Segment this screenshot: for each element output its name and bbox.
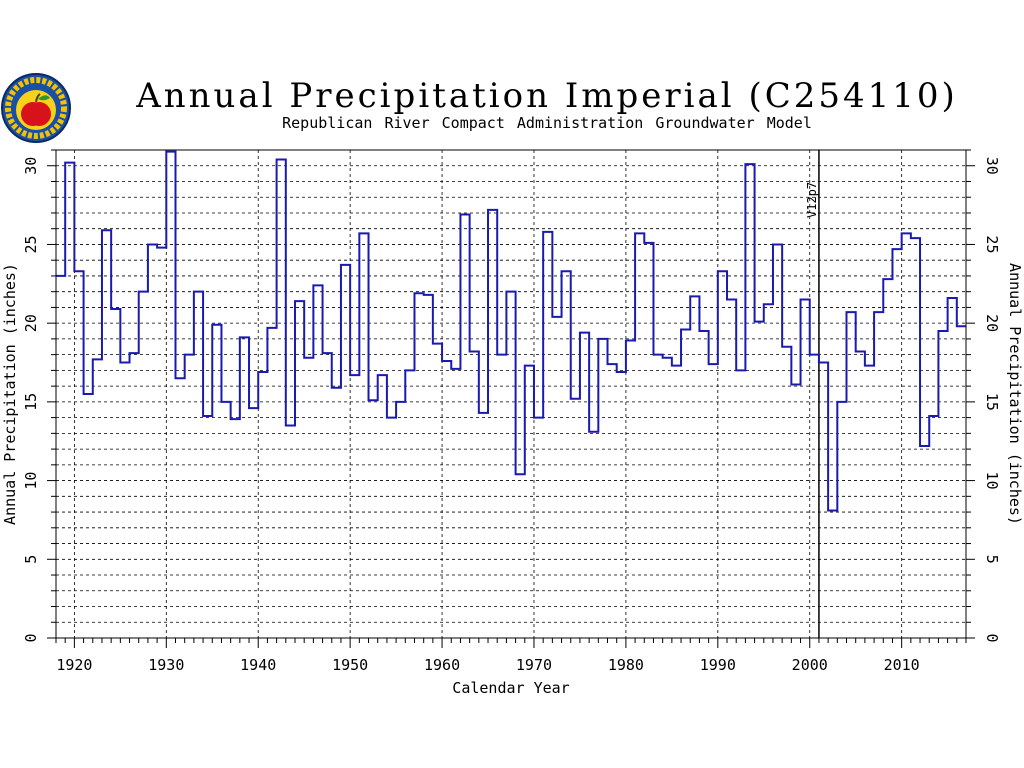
y-tick-label-left: 15 xyxy=(22,393,40,411)
tick-labels: 0 0 5 5 10 10 15 15 20 20 25 25 30 30 1920 1930 1940 1950… xyxy=(22,157,1001,674)
annotation-label: V12p7 xyxy=(805,182,819,218)
y-tick-label-right: 10 xyxy=(983,472,1001,490)
plot-frame xyxy=(55,149,967,639)
y-tick-label-right: 5 xyxy=(983,555,1001,564)
x-tick-label: 1950 xyxy=(332,656,368,674)
x-tick-label: 2000 xyxy=(792,656,828,674)
x-tick-label: 2010 xyxy=(884,656,920,674)
x-tick-label: 1930 xyxy=(148,656,184,674)
y-tick-label-right: 0 xyxy=(983,633,1001,642)
y-tick-label-right: 30 xyxy=(983,157,1001,175)
x-tick-label: 1960 xyxy=(424,656,460,674)
chart-title: Annual Precipitation Imperial (C254110) xyxy=(136,76,958,116)
axis-ticks xyxy=(47,149,975,648)
y-axis-label-left: Annual Precipitation (inches) xyxy=(1,263,19,525)
grid-lines xyxy=(56,150,966,638)
x-axis-label: Calendar Year xyxy=(452,679,569,697)
y-tick-label-right: 20 xyxy=(983,314,1001,332)
x-tick-label: 1940 xyxy=(240,656,276,674)
y-tick-label-right: 15 xyxy=(983,393,1001,411)
y-tick-label-left: 0 xyxy=(22,633,40,642)
chart-subtitle: Republican River Compact Administration … xyxy=(282,114,812,132)
y-tick-label-left: 20 xyxy=(22,314,40,332)
x-tick-label: 1980 xyxy=(608,656,644,674)
y-axis-label-right: Annual Precipitation (inches) xyxy=(1006,263,1024,525)
y-tick-label-right: 25 xyxy=(983,235,1001,253)
logo-seal xyxy=(1,73,71,143)
x-tick-label: 1920 xyxy=(56,656,92,674)
y-tick-label-left: 10 xyxy=(22,472,40,490)
x-tick-label: 1970 xyxy=(516,656,552,674)
y-tick-label-left: 5 xyxy=(22,555,40,564)
y-tick-label-left: 30 xyxy=(22,157,40,175)
y-tick-label-left: 25 xyxy=(22,235,40,253)
x-tick-label: 1990 xyxy=(700,656,736,674)
precipitation-series-line xyxy=(56,150,966,512)
